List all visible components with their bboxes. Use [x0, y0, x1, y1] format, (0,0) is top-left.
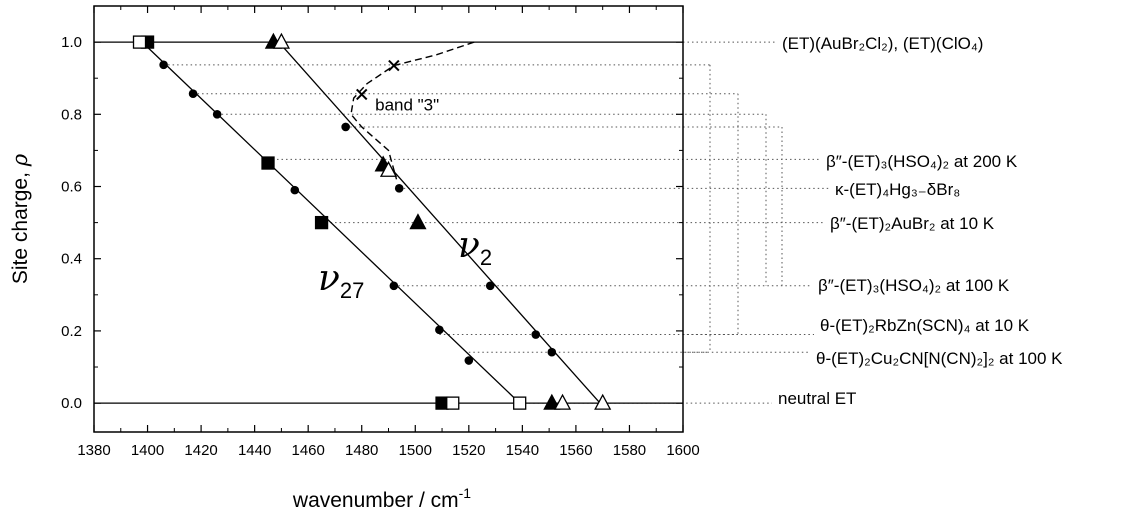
x-tick-label: 1480: [345, 442, 378, 459]
data-point-open-triangle: [553, 393, 572, 410]
x-tick-label: 1400: [131, 442, 164, 459]
data-point-filled-square: [314, 215, 329, 230]
data-point-open-triangle: [594, 393, 612, 410]
data-point-circle: [531, 330, 541, 339]
annotation-label: neutral ET: [778, 389, 856, 408]
nu2-label: ν2: [458, 225, 492, 270]
x-tick-label: 1460: [291, 442, 324, 459]
guide-lines: [163, 41, 829, 404]
data-point-open-triangle: [379, 160, 398, 177]
data-point-circle: [485, 281, 495, 291]
x-tick-label: 1600: [666, 442, 699, 459]
nu27-label: ν27: [318, 258, 364, 303]
data-point-filled-triangle: [409, 213, 427, 230]
data-point-filled-square: [261, 156, 275, 170]
data-point-circle: [290, 185, 300, 195]
data-point-circle: [212, 110, 222, 119]
data-point-circle: [341, 122, 350, 132]
band3-curve: [350, 41, 475, 180]
x-axis-title-text: wavenumber / cm: [292, 489, 459, 512]
data-point-cross: [356, 88, 368, 101]
annotation-label: β″-(ET)₂AuBr₂ at 10 K: [830, 214, 995, 233]
annotation-label: θ-(ET)₂Cu₂CN[N(CN)₂]₂ at 100 K: [816, 349, 1063, 368]
nu2-subscript: 2: [480, 245, 492, 270]
x-tick-label: 1580: [613, 442, 646, 459]
fit-lines: [94, 41, 683, 404]
y-axis-title: Site charge, ρ: [8, 153, 32, 284]
y-tick-label: 0.0: [61, 395, 82, 412]
x-tick-label: 1380: [77, 442, 110, 459]
x-tick-label: 1420: [184, 442, 217, 459]
data-point-open-square: [513, 396, 527, 410]
data-point-filled-triangle: [543, 393, 561, 410]
x-tick-label: 1560: [559, 442, 592, 459]
data-point-open-square: [446, 396, 460, 410]
x-tick-label: 1540: [506, 442, 539, 459]
nu27-subscript: 27: [340, 278, 364, 303]
fit-line: [141, 41, 521, 404]
y-tick-label: 1.0: [61, 34, 82, 51]
annotation-label: β″-(ET)₃(HSO₄)₂ at 200 K: [826, 152, 1018, 171]
data-point-circle: [464, 356, 474, 365]
x-axis-title: wavenumber / cm-1: [292, 485, 471, 512]
y-axis-title-text: Site charge,: [9, 166, 32, 284]
annotation-label: (ET)(AuBr₂Cl₂), (ET)(ClO₄): [782, 34, 983, 53]
data-markers: [132, 32, 612, 410]
y-axis-title-symbol: ρ: [8, 153, 32, 167]
data-point-circle: [188, 89, 198, 99]
band3-label: band "3": [375, 96, 439, 115]
y-tick-label: 0.4: [61, 251, 82, 268]
fit-line: [278, 41, 601, 404]
data-point-circle: [547, 347, 557, 357]
y-tick-label: 0.2: [61, 323, 82, 340]
nu2-symbol: ν: [458, 225, 480, 266]
x-tick-label: 1520: [452, 442, 485, 459]
x-tick-label: 1500: [399, 442, 432, 459]
y-tick-label: 0.6: [61, 179, 82, 196]
data-point-circle: [394, 184, 404, 193]
annotation-label: κ-(ET)₄Hg₃₋δBr₈: [835, 180, 960, 199]
annotation-label: β″-(ET)₃(HSO₄)₂ at 100 K: [818, 276, 1010, 295]
data-point-circle: [435, 325, 444, 335]
cross-stroke: [388, 59, 400, 72]
axis-ticks: 1380 1400 1420 1440 1460 1480 1500 1520 1540 1560…: [61, 6, 700, 459]
x-tick-label: 1440: [238, 442, 271, 459]
data-point-open-square: [132, 35, 147, 49]
data-point-circle: [389, 281, 399, 291]
data-point-circle: [159, 60, 168, 70]
cross-stroke: [356, 88, 368, 101]
x-axis-title-exponent: -1: [459, 485, 472, 501]
annotation-label: θ-(ET)₂RbZn(SCN)₄ at 10 K: [820, 316, 1030, 335]
y-tick-label: 0.8: [61, 106, 82, 123]
annotation-labels: (ET)(AuBr₂Cl₂), (ET)(ClO₄) β″-(ET)₃(HSO₄)…: [778, 34, 1063, 408]
nu27-symbol: ν: [318, 258, 340, 299]
data-point-cross: [388, 59, 400, 72]
data-point-open-triangle: [272, 32, 290, 49]
